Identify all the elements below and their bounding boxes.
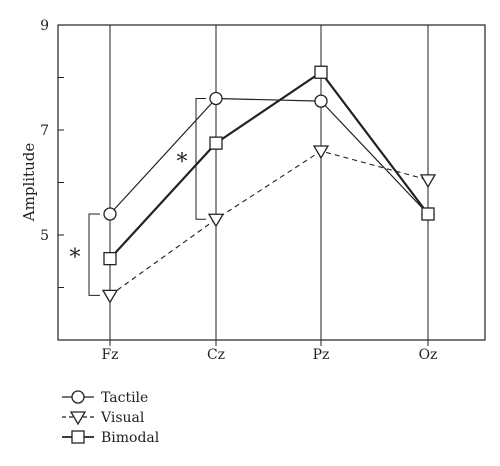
legend-marker-tactile	[71, 390, 85, 404]
marker-tactile-fz	[103, 207, 117, 221]
marker-bimodal-oz	[421, 207, 435, 221]
series-line-visual	[109, 150, 429, 296]
marker-visual-oz	[419, 174, 437, 189]
legend: Tactile Visual Bimodal	[62, 390, 160, 446]
plot-area: 579 Fz Cz Pz Oz **	[40, 18, 486, 363]
y-tick-label-5: 5	[40, 228, 49, 244]
marker-visual-fz	[101, 289, 119, 304]
legend-marker-visual	[69, 411, 87, 426]
marker-bimodal-fz	[103, 251, 117, 266]
marker-visual-pz	[312, 145, 330, 160]
y-axis-ticks: 5 7 9	[40, 18, 64, 288]
grid-lines	[109, 25, 429, 340]
legend-label-bimodal: Bimodal	[101, 430, 160, 446]
marker-bimodal-pz	[314, 65, 328, 79]
annotations: **	[70, 98, 206, 296]
significance-bracket-fz	[88, 213, 100, 296]
y-tick-label-7: 7	[40, 123, 49, 139]
legend-label-visual: Visual	[100, 410, 145, 426]
significance-bracket-cz	[195, 98, 206, 220]
x-tick-label-pz: Pz	[313, 347, 330, 363]
significance-star-fz: *	[70, 246, 81, 271]
marker-tactile-cz	[209, 91, 223, 106]
series-line-bimodal	[109, 71, 429, 260]
legend-marker-bimodal	[71, 430, 85, 444]
marker-visual-cz	[207, 213, 225, 228]
series	[109, 71, 429, 296]
x-tick-label-fz: Fz	[101, 347, 118, 363]
significance-star-cz: *	[177, 150, 188, 175]
marker-tactile-pz	[314, 94, 328, 108]
x-tick-label-oz: Oz	[419, 347, 438, 363]
y-axis-label: Amplitude	[20, 143, 38, 223]
x-axis-ticks: Fz Cz Pz Oz	[101, 340, 437, 363]
series-line-tactile	[109, 97, 429, 215]
y-tick-label-9: 9	[40, 18, 49, 34]
legend-label-tactile: Tactile	[101, 390, 148, 406]
marker-bimodal-cz	[209, 136, 223, 150]
plot-frame	[57, 24, 486, 341]
x-tick-label-cz: Cz	[207, 347, 225, 363]
markers	[101, 65, 437, 304]
